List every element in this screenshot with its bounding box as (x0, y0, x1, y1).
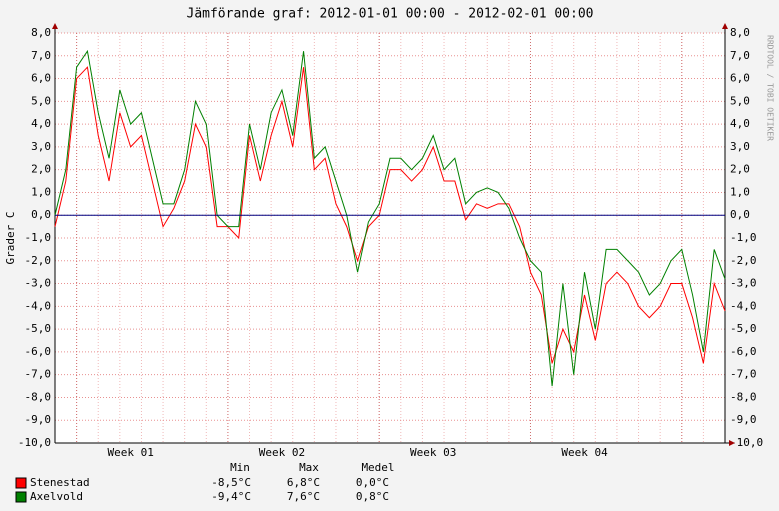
arrow (722, 23, 728, 29)
y-tick-label-right: -4,0 (730, 299, 757, 312)
y-tick-label: 1,0 (31, 185, 51, 198)
y-tick-label-right: -1,0 (730, 231, 757, 244)
legend-value: -9,4°C (211, 490, 251, 503)
y-tick-label-right: -8,0 (730, 390, 757, 403)
y-tick-label-right: -5,0 (730, 322, 757, 335)
y-tick-label-right: -7,0 (730, 368, 757, 381)
y-tick-label-right: -10,0 (730, 436, 763, 449)
y-tick-label: 7,0 (31, 49, 51, 62)
y-tick-label: 4,0 (31, 117, 51, 130)
y-tick-label-right: 3,0 (730, 140, 750, 153)
legend-header: Medel (361, 461, 394, 474)
y-tick-label: 8,0 (31, 26, 51, 39)
y-tick-label: 3,0 (31, 140, 51, 153)
y-tick-label: -7,0 (25, 368, 52, 381)
y-axis-label: Grader C (4, 212, 17, 265)
y-tick-label-right: 4,0 (730, 117, 750, 130)
y-tick-label: -3,0 (25, 277, 52, 290)
legend-value: 6,8°C (287, 476, 320, 489)
y-tick-label-right: -3,0 (730, 277, 757, 290)
legend-swatch (15, 491, 27, 503)
y-tick-label-right: -2,0 (730, 254, 757, 267)
legend-header: Min (230, 461, 250, 474)
y-tick-label-right: 2,0 (730, 163, 750, 176)
y-tick-label: 0,0 (31, 208, 51, 221)
x-tick-label: Week 04 (561, 446, 608, 459)
y-tick-label-right: 1,0 (730, 185, 750, 198)
watermark: RRDTOOL / TOBI OETIKER (766, 35, 775, 141)
y-tick-label: -5,0 (25, 322, 52, 335)
chart-title: Jämförande graf: 2012-01-01 00:00 - 2012… (187, 7, 594, 22)
y-tick-label: -1,0 (25, 231, 52, 244)
y-tick-label: -6,0 (25, 345, 52, 358)
legend-header: Max (299, 461, 319, 474)
y-tick-label: 2,0 (31, 163, 51, 176)
y-tick-label-right: 6,0 (730, 72, 750, 85)
series-line (54, 66, 726, 364)
y-tick-label-right: 7,0 (730, 49, 750, 62)
y-tick-label-right: 5,0 (730, 94, 750, 107)
legend-swatch (15, 477, 27, 489)
y-tick-label-right: -9,0 (730, 413, 757, 426)
y-tick-label: 5,0 (31, 94, 51, 107)
y-tick-label: -9,0 (25, 413, 52, 426)
y-tick-label: -10,0 (18, 436, 51, 449)
y-tick-label-right: -6,0 (730, 345, 757, 358)
y-tick-label: -2,0 (25, 254, 52, 267)
series-line (54, 49, 726, 387)
x-tick-label: Week 03 (410, 446, 456, 459)
legend-value: -8,5°C (211, 476, 251, 489)
legend-value: 0,8°C (356, 490, 389, 503)
x-tick-label: Week 01 (107, 446, 153, 459)
legend-label: Axelvold (30, 490, 83, 503)
y-tick-label: -4,0 (25, 299, 52, 312)
y-tick-label: 6,0 (31, 72, 51, 85)
legend-label: Stenestad (30, 476, 90, 489)
arrow (729, 440, 735, 446)
legend-value: 7,6°C (287, 490, 320, 503)
plot-area (55, 33, 725, 443)
arrow (52, 23, 58, 29)
y-tick-label-right: 8,0 (730, 26, 750, 39)
y-tick-label: -8,0 (25, 390, 52, 403)
legend-value: 0,0°C (356, 476, 389, 489)
y-tick-label-right: 0,0 (730, 208, 750, 221)
x-tick-label: Week 02 (259, 446, 305, 459)
